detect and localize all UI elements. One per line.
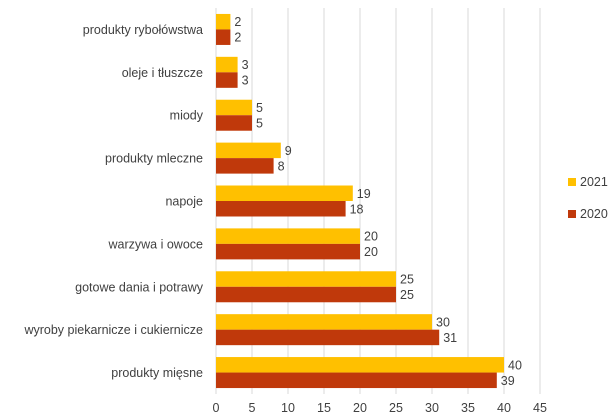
data-label-2021: 9 [285, 144, 292, 158]
data-label-2020: 20 [364, 245, 378, 259]
bar-2021 [216, 357, 504, 373]
bar-2021 [216, 56, 238, 73]
data-label-2021: 3 [242, 58, 249, 72]
x-tick-label: 35 [461, 401, 475, 414]
data-label-2021: 2 [234, 15, 241, 29]
data-label-2020: 25 [400, 288, 414, 302]
bar-2021 [216, 99, 252, 116]
category-label: produkty mięsne [111, 366, 203, 380]
category-label: oleje i tłuszcze [122, 66, 203, 80]
legend-swatch-2020 [568, 210, 576, 218]
data-label-2021: 40 [508, 358, 522, 372]
bar-2020 [216, 29, 231, 45]
data-label-2021: 19 [357, 187, 371, 201]
bars [216, 13, 504, 389]
category-label: produkty mleczne [105, 152, 203, 166]
x-tick-label: 25 [389, 401, 403, 414]
x-tick-label: 15 [317, 401, 331, 414]
data-label-2021: 25 [400, 273, 414, 287]
category-label: wyroby piekarnicze i cukiernicze [23, 323, 203, 337]
bar-2020 [216, 115, 252, 131]
x-axis-tick-labels: 0 5 10 15 20 25 30 35 40 45 [213, 401, 547, 414]
bar-2021 [216, 314, 432, 330]
x-tick-label: 30 [425, 401, 439, 414]
bar-2020 [216, 72, 238, 88]
x-tick-label: 40 [497, 401, 511, 414]
legend-label-2021: 2021 [580, 175, 608, 189]
data-label-2020: 31 [443, 331, 457, 345]
gridlines [215, 8, 541, 394]
x-tick-label: 10 [281, 401, 295, 414]
bar-2020 [216, 372, 497, 389]
x-tick-label: 0 [213, 401, 220, 414]
bar-2020 [216, 243, 360, 260]
data-label-2020: 8 [278, 159, 285, 173]
legend-label-2020: 2020 [580, 207, 608, 221]
bar-2021 [216, 142, 281, 159]
category-labels: produkty rybołówstwa oleje i tłuszcze miod… [23, 23, 203, 380]
bar-2021 [216, 228, 360, 244]
data-label-2020: 18 [350, 202, 364, 216]
bar-2020 [216, 201, 346, 217]
bar-2020 [216, 286, 396, 303]
bar-2020 [216, 158, 274, 174]
data-label-2021: 30 [436, 315, 450, 329]
legend: 2021 2020 [568, 175, 608, 221]
category-label: napoje [165, 195, 203, 209]
x-tick-label: 5 [249, 401, 256, 414]
data-label-2021: 5 [256, 101, 263, 115]
x-tick-label: 45 [533, 401, 547, 414]
category-label: gotowe dania i potrawy [75, 280, 204, 294]
data-label-2020: 2 [234, 31, 241, 45]
category-label: miody [170, 109, 204, 123]
data-label-2020: 39 [501, 374, 515, 388]
bar-2021 [216, 185, 353, 201]
bar-2021 [216, 271, 396, 287]
bar-2021 [216, 13, 231, 30]
data-label-2020: 3 [242, 74, 249, 88]
legend-swatch-2021 [568, 178, 576, 186]
data-label-2020: 5 [256, 116, 263, 130]
category-label: warzywa i owoce [108, 237, 204, 251]
x-tick-label: 20 [353, 401, 367, 414]
data-label-2021: 20 [364, 230, 378, 244]
bar-2020 [216, 329, 440, 346]
category-label: produkty rybołówstwa [83, 23, 203, 37]
